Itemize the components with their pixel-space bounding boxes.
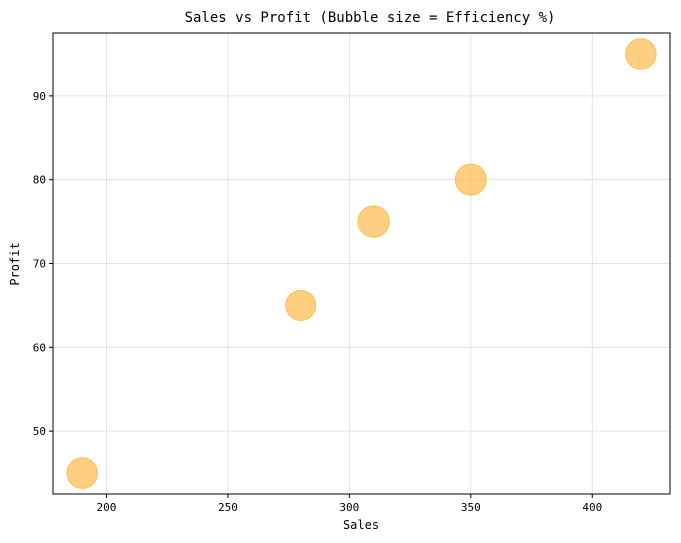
- y-tick-label: 70: [33, 258, 46, 271]
- y-tick-label: 50: [33, 425, 46, 438]
- x-axis: 200 250 300 350 400: [97, 494, 602, 514]
- y-axis: 50 60 70 80 90: [33, 90, 53, 438]
- bubble-point: [625, 38, 657, 70]
- y-tick-label: 80: [33, 174, 46, 187]
- y-tick-label: 90: [33, 90, 46, 103]
- grid: [53, 33, 670, 494]
- x-tick-label: 350: [461, 501, 481, 514]
- x-tick-label: 400: [582, 501, 602, 514]
- x-axis-label: Sales: [343, 518, 379, 532]
- bubble-point: [454, 163, 487, 196]
- bubble-point: [66, 457, 98, 489]
- x-tick-label: 300: [339, 501, 359, 514]
- y-tick-label: 60: [33, 341, 46, 354]
- chart-title: Sales vs Profit (Bubble size = Efficienc…: [185, 10, 556, 26]
- bubbles: [66, 38, 657, 489]
- bubble-point: [285, 289, 317, 321]
- bubble-point: [357, 205, 390, 238]
- x-tick-label: 250: [218, 501, 238, 514]
- y-axis-label: Profit: [8, 242, 22, 285]
- x-tick-label: 200: [97, 501, 117, 514]
